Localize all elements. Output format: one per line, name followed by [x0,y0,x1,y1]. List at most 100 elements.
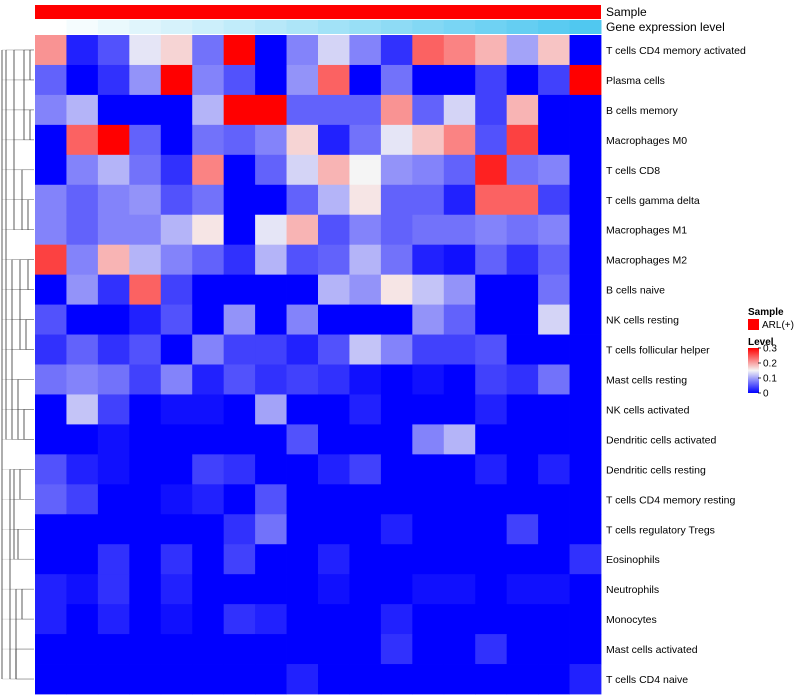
heatmap-cell [412,664,445,695]
heatmap-cell [97,454,130,485]
heatmap-cell [538,304,570,335]
heatmap-cell [412,244,445,276]
heatmap-cell [35,304,67,335]
heatmap-cell [475,64,508,96]
heatmap-cell [223,35,256,66]
heatmap-cell [475,334,508,365]
legend-tick-label: 0 [763,389,769,400]
row-label: Mast cells activated [606,644,698,656]
heatmap-cell [506,634,539,665]
heatmap-cell [506,424,539,455]
heatmap-cell [129,214,162,246]
heatmap-cell [380,454,413,485]
heatmap-cell [443,124,476,156]
row-label: T cells regulatory Tregs [606,524,715,536]
heatmap-cell [129,94,162,126]
heatmap-cell [569,35,602,66]
heatmap-cell [569,484,602,515]
heatmap-cell [160,454,193,485]
heatmap-cell [223,304,256,335]
heatmap-cell [160,634,193,665]
heatmap-cell [412,184,445,216]
heatmap-cell [192,64,225,96]
heatmap-cell [506,364,539,395]
row-label: B cells naive [606,285,665,297]
heatmap-cell [538,334,570,365]
track-expression-cell [66,20,99,34]
heatmap-cell [412,634,445,665]
heatmap-cell [223,274,256,305]
heatmap-cell [97,364,130,395]
heatmap-cell [412,394,445,425]
heatmap-cell [129,154,162,186]
heatmap-cell [66,634,99,665]
legend-tick-label: 0.3 [763,344,777,355]
heatmap-cell [97,664,130,695]
heatmap-cell [129,574,162,605]
track-expression-cell [286,20,319,34]
heatmap-cell [569,664,602,695]
heatmap-cell [223,334,256,365]
heatmap-cell [349,484,382,515]
heatmap-cell [318,244,350,276]
legend-level-colorbar [748,348,759,393]
heatmap-cell [255,35,287,66]
heatmap-cell [569,364,602,395]
row-label: T cells follicular helper [606,345,710,357]
track-expression-cell [97,20,130,34]
heatmap-cell [475,124,508,156]
heatmap-cell [160,394,193,425]
heatmap-cell [380,124,413,156]
heatmap-cell [35,334,67,365]
heatmap-cell [97,424,130,455]
heatmap-cell [223,214,256,246]
heatmap-cell [318,364,350,395]
heatmap-cell [380,514,413,545]
row-label: T cells CD8 [606,165,660,177]
heatmap-cell [255,424,287,455]
heatmap-cell [569,574,602,605]
row-label: Macrophages M0 [606,135,687,147]
heatmap-cell [192,244,225,276]
heatmap-cell [475,214,508,246]
heatmap-cell [538,124,570,156]
heatmap-cell [506,244,539,276]
heatmap-cell [129,64,162,96]
heatmap-cell [160,364,193,395]
heatmap-cell [255,484,287,515]
heatmap-cell [97,484,130,515]
heatmap-cell [349,64,382,96]
heatmap-cell [35,574,67,605]
track-label-sample: Sample [606,5,647,19]
heatmap-cell [255,244,287,276]
row-label: Neutrophils [606,584,659,596]
heatmap-cell [349,274,382,305]
track-expression-cell [380,20,413,34]
heatmap-cell [412,574,445,605]
heatmap-cell [286,184,319,216]
heatmap-cell [538,274,570,305]
heatmap-cell [475,154,508,186]
heatmap-cell [66,664,99,695]
heatmap-cell [35,124,67,156]
heatmap-cell [569,64,602,96]
heatmap-cell [255,274,287,305]
heatmap-cell [97,394,130,425]
heatmap-cell [380,334,413,365]
heatmap-cell [223,664,256,695]
heatmap-cell [349,124,382,156]
heatmap-cell [569,394,602,425]
heatmap-cell [66,424,99,455]
track-expression-cell [223,20,256,34]
track-label-gene-expression: Gene expression level [606,20,725,34]
row-label: Monocytes [606,614,657,626]
heatmap-cell [569,244,602,276]
heatmap-cell [412,454,445,485]
heatmap-cell [412,424,445,455]
track-sample-bar [35,5,601,19]
heatmap-cell [97,94,130,126]
heatmap-cell [475,514,508,545]
heatmap-cell [35,454,67,485]
heatmap-cell [286,124,319,156]
heatmap-cell [380,604,413,635]
